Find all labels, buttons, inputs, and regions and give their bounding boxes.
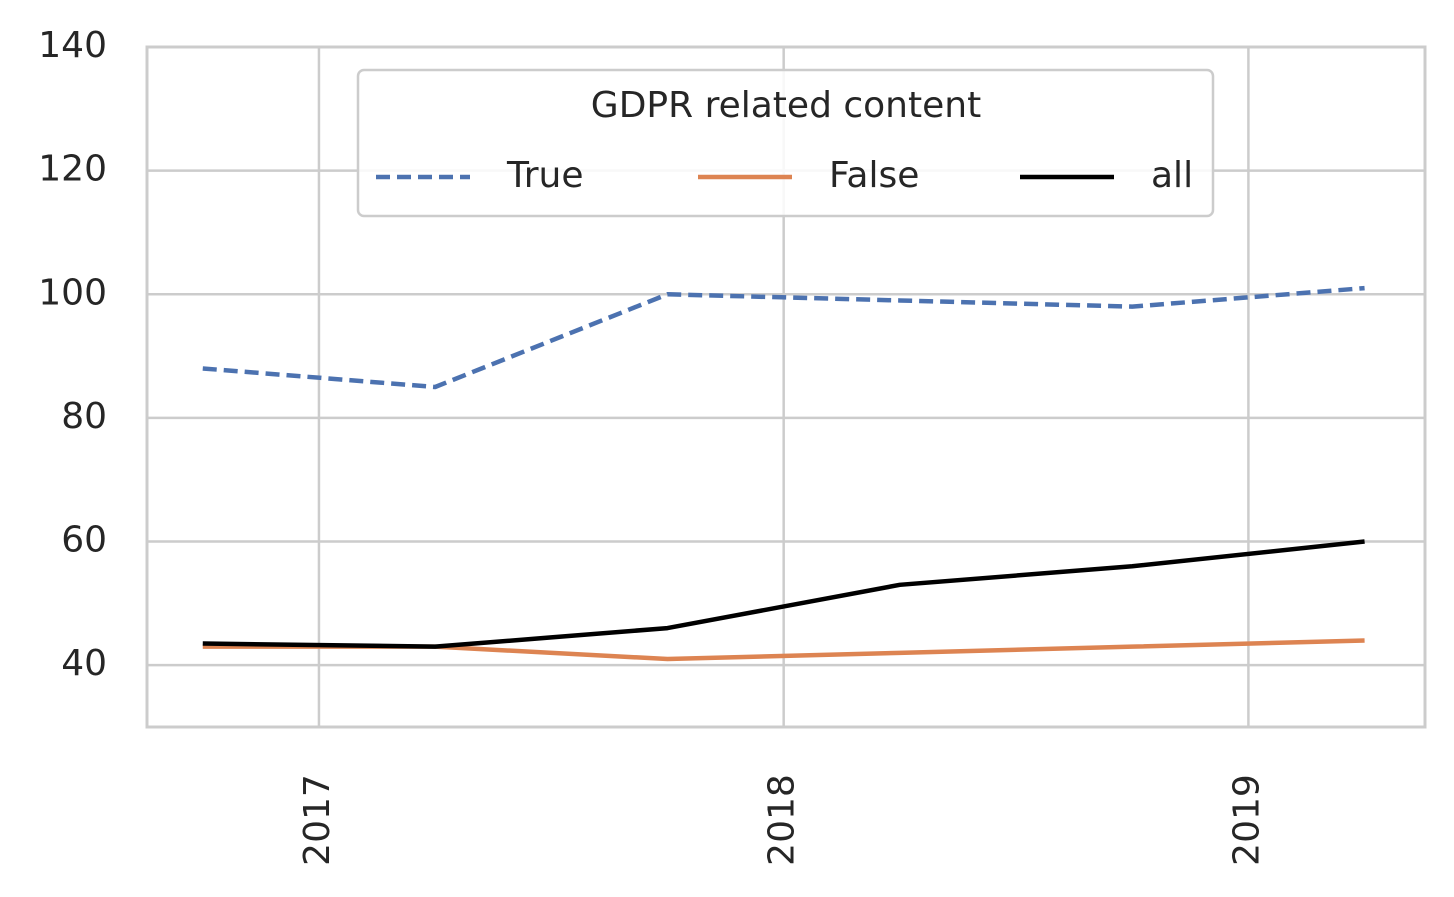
legend-label: False bbox=[829, 155, 919, 196]
plot-frame bbox=[145, 45, 1427, 729]
y-tick-label: 60 bbox=[61, 520, 107, 561]
y-tick-label: 100 bbox=[38, 272, 107, 313]
y-tick-label: 140 bbox=[38, 25, 107, 66]
legend-label: all bbox=[1151, 155, 1193, 196]
x-tick-label: 2017 bbox=[297, 774, 338, 866]
x-tick-label: 2019 bbox=[1226, 774, 1267, 866]
legend-label: True bbox=[506, 155, 583, 196]
y-tick-label: 80 bbox=[61, 396, 107, 437]
y-tick-label: 40 bbox=[61, 643, 107, 684]
legend-box bbox=[356, 68, 1215, 218]
series-line bbox=[202, 539, 1365, 649]
y-tick-label: 120 bbox=[38, 149, 107, 190]
legend-title: GDPR related content bbox=[591, 85, 981, 126]
x-tick-label: 2018 bbox=[762, 774, 803, 866]
series-line bbox=[202, 285, 1365, 390]
